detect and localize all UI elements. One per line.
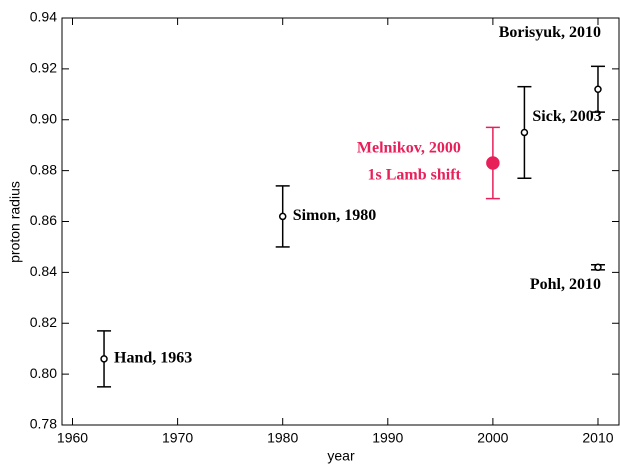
point (100, 355, 108, 363)
point-label: Pohl, 2010 (530, 276, 601, 293)
point-note: 1s Lamb shift (368, 167, 462, 184)
x-tick-label: 2000 (477, 430, 508, 446)
point-label: Simon, 1980 (293, 207, 377, 224)
x-tick-label: 1960 (57, 430, 88, 446)
x-tick-label: 2010 (582, 430, 613, 446)
x-tick-label: 1990 (372, 430, 403, 446)
point-label: Melnikov, 2000 (357, 140, 461, 157)
y-tick-label: 0.80 (30, 365, 57, 381)
y-tick-label: 0.90 (30, 110, 57, 126)
point (594, 85, 602, 93)
x-axis-label: year (327, 448, 355, 464)
point (520, 128, 529, 137)
point-label: Borisyuk, 2010 (499, 24, 601, 41)
point-label: Hand, 1963 (114, 350, 192, 367)
point (278, 212, 287, 221)
y-tick-label: 0.86 (30, 212, 57, 228)
point (594, 263, 602, 272)
point-label: Sick, 2003 (532, 108, 601, 125)
y-tick-label: 0.88 (30, 161, 57, 177)
y-tick-label: 0.78 (30, 416, 57, 432)
y-tick-label: 0.92 (30, 60, 57, 76)
y-tick-label: 0.84 (30, 263, 57, 279)
y-axis-label: proton radius (7, 181, 23, 263)
x-tick-label: 1980 (267, 430, 298, 446)
y-tick-label: 0.94 (30, 9, 57, 25)
point (486, 156, 500, 170)
y-tick-label: 0.82 (30, 314, 57, 330)
x-tick-label: 1970 (162, 430, 193, 446)
